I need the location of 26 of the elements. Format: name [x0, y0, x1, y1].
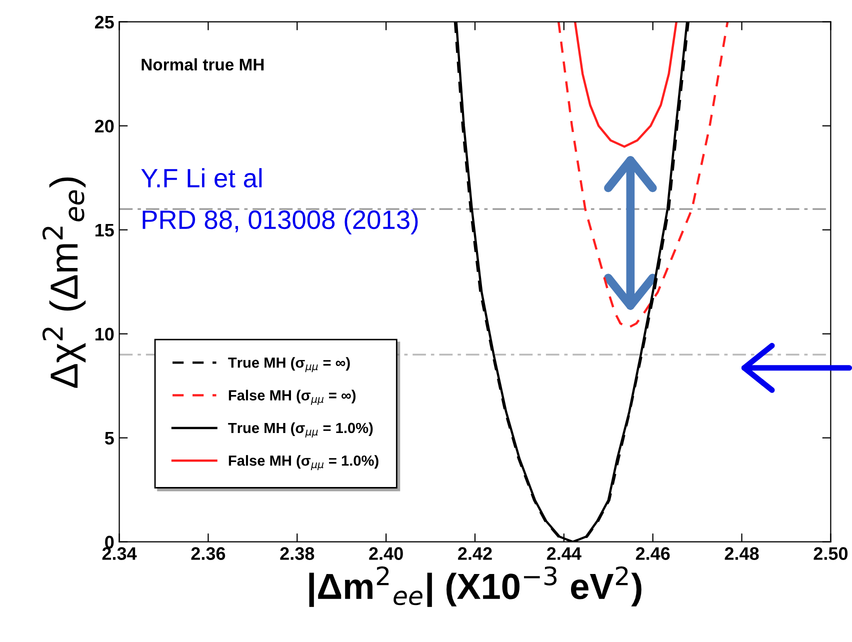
x-tick-label: 2.34 — [102, 547, 137, 560]
legend-label: True MH (σ$_{μμ}$ = ∞) — [228, 357, 350, 372]
legend-label: False MH (σ$_{μμ}$ = 1.0%) — [228, 455, 378, 470]
y-tick-label: 10 — [95, 328, 114, 341]
annotation: PRD 88, 013008 (2013) — [142, 210, 418, 234]
annotation: Y.F Li et al — [141, 168, 262, 188]
x-axis-title: |Δm$^{2}$$_{ee}$| (X10$^{−3}$ eV$^{2}$) — [309, 566, 642, 607]
y-tick-label: 20 — [94, 120, 114, 133]
y-tick-label: 0 — [105, 536, 114, 549]
line-series — [557, 22, 729, 329]
y-tick-label: 5 — [104, 432, 114, 445]
x-tick-label: 2.42 — [458, 547, 492, 560]
x-tick-label: 2.48 — [724, 547, 759, 560]
x-tick-label: 2.44 — [546, 547, 582, 560]
annotation: Normal true MH — [142, 58, 264, 71]
x-tick-label: 2.40 — [369, 547, 403, 560]
x-tick-label: 2.38 — [280, 547, 314, 560]
legend-label: True MH (σ$_{μμ}$ = 1.0%) — [228, 422, 373, 438]
y-tick-label: 25 — [94, 16, 114, 29]
x-tick-label: 2.50 — [814, 547, 848, 560]
legend-label: False MH (σ$_{μμ}$ = ∞) — [228, 390, 356, 405]
y-axis-title: Δχ$^{2}$ (Δm$^{2}$$_{ee}$) — [42, 177, 86, 388]
y-tick-label: 15 — [95, 224, 114, 237]
line-series — [574, 22, 678, 148]
x-tick-label: 2.46 — [636, 547, 670, 560]
x-tick-label: 2.36 — [191, 547, 226, 560]
